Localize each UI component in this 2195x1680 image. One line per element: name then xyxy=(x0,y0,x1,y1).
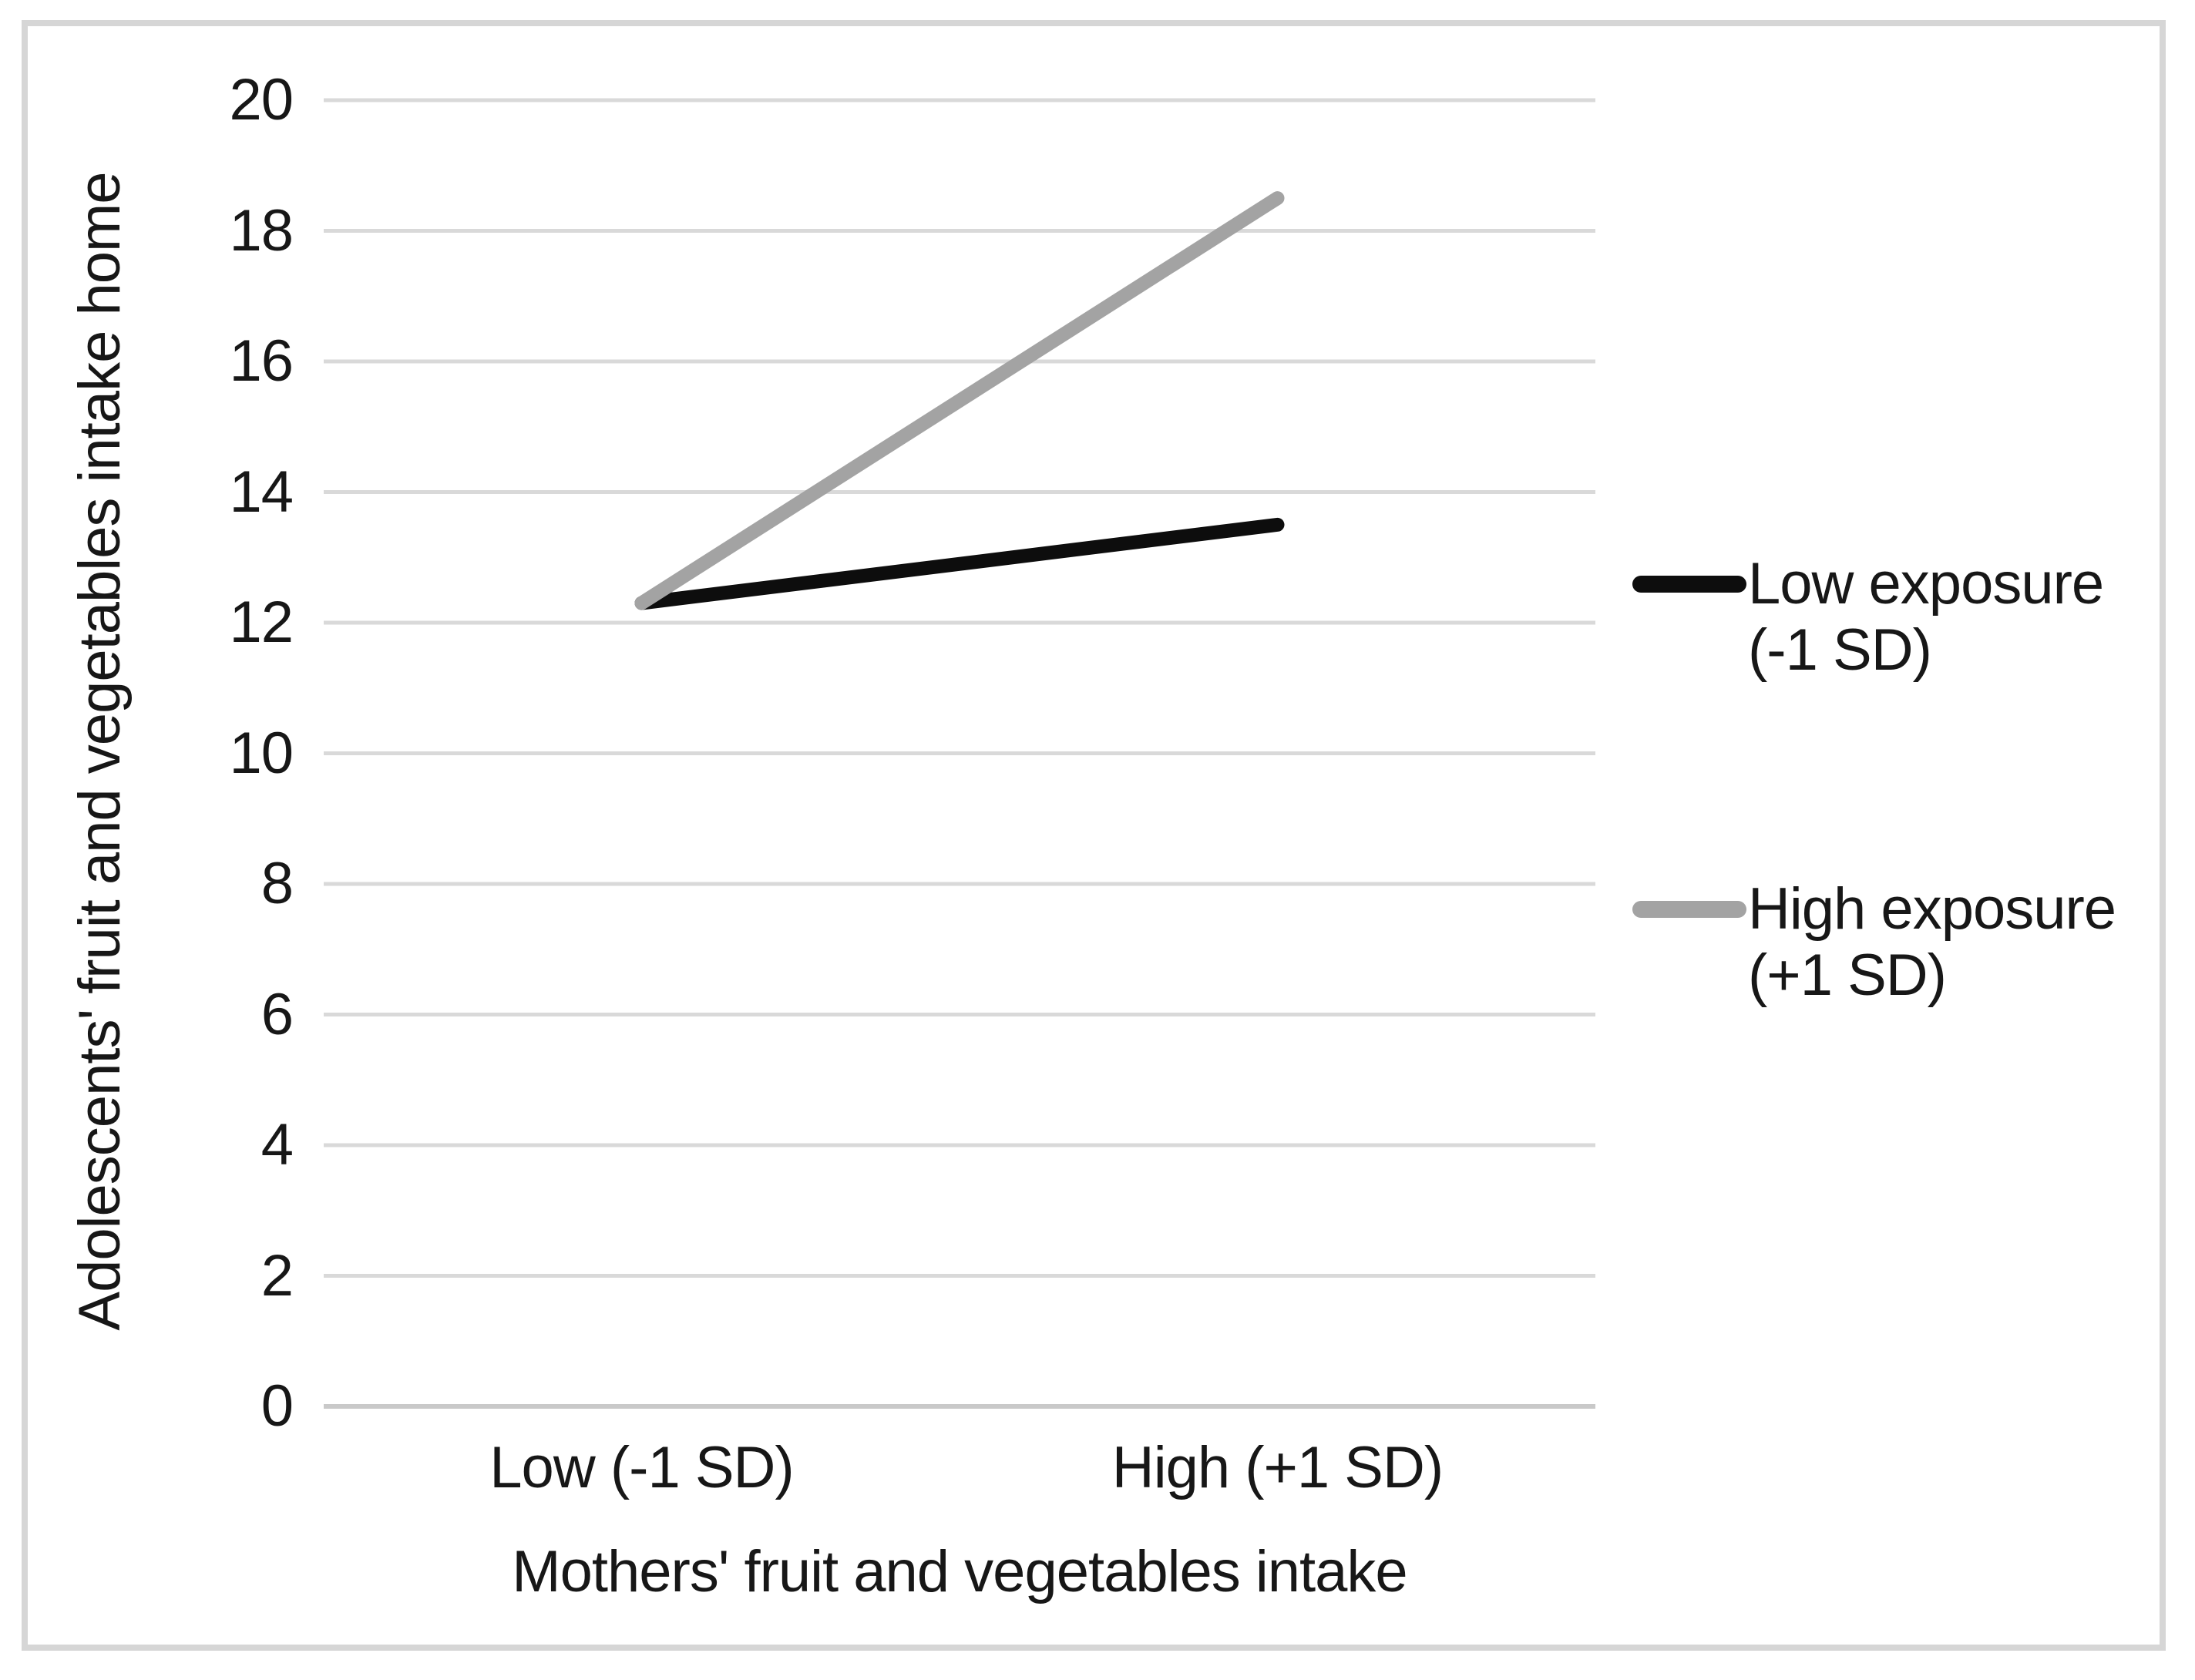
x-tick-label: Low (-1 SD) xyxy=(489,1435,794,1500)
y-tick-label: 18 xyxy=(229,197,294,264)
legend-marker-line-icon xyxy=(1632,576,1746,593)
y-axis-title: Adolescents' fruit and vegetables intake… xyxy=(67,172,133,1331)
legend-marker-line-icon xyxy=(1632,901,1746,918)
y-tick-label: 4 xyxy=(261,1112,294,1178)
y-tick-label: 6 xyxy=(261,981,294,1047)
y-tick-label: 20 xyxy=(229,67,294,133)
y-tick-label: 16 xyxy=(229,328,294,394)
y-tick-label: 14 xyxy=(229,459,294,525)
figure-border xyxy=(22,20,2166,1651)
y-tick-label: 0 xyxy=(261,1373,294,1439)
x-axis-title: Mothers' fruit and vegetables intake xyxy=(512,1539,1407,1604)
series-line-low-exposure xyxy=(634,517,1285,610)
y-tick-label: 12 xyxy=(229,590,294,655)
y-tick-label: 2 xyxy=(261,1242,294,1309)
legend-label: High exposure (+1 SD) xyxy=(1748,876,2116,1008)
x-tick-label: High (+1 SD) xyxy=(1111,1435,1444,1500)
y-tick-label: 8 xyxy=(261,851,294,916)
series-line-high-exposure xyxy=(634,191,1285,610)
legend-label: Low exposure (-1 SD) xyxy=(1748,551,2104,683)
y-tick-label: 10 xyxy=(229,720,294,786)
